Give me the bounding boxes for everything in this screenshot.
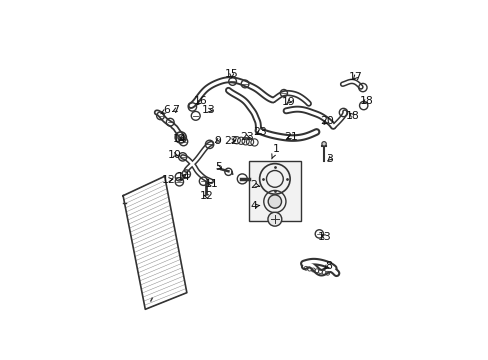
Text: 14: 14 xyxy=(176,172,190,182)
Text: 23: 23 xyxy=(240,132,254,142)
Text: 21: 21 xyxy=(284,132,297,142)
Circle shape xyxy=(267,195,281,208)
Text: 14: 14 xyxy=(173,134,186,144)
Text: 16: 16 xyxy=(193,96,206,107)
Text: 18: 18 xyxy=(345,111,359,121)
Circle shape xyxy=(321,141,325,146)
Text: 12: 12 xyxy=(200,191,213,201)
Text: 6: 6 xyxy=(161,105,170,115)
Text: 18: 18 xyxy=(359,96,373,106)
Text: 2: 2 xyxy=(249,180,259,190)
Text: 12: 12 xyxy=(162,175,175,185)
Text: 5: 5 xyxy=(215,162,222,172)
Text: 4: 4 xyxy=(249,201,259,211)
Text: 17: 17 xyxy=(348,72,362,82)
Text: 3: 3 xyxy=(325,154,332,164)
Circle shape xyxy=(267,212,281,226)
Text: 8: 8 xyxy=(324,261,331,270)
Text: 23: 23 xyxy=(253,127,266,137)
Text: 7: 7 xyxy=(171,105,178,115)
Text: 20: 20 xyxy=(319,116,333,126)
Text: 9: 9 xyxy=(214,136,221,146)
Text: 15: 15 xyxy=(224,69,238,79)
Bar xyxy=(249,161,300,221)
Text: 13: 13 xyxy=(317,232,331,242)
Text: 1: 1 xyxy=(271,144,279,159)
Text: 10: 10 xyxy=(167,150,181,159)
Text: 11: 11 xyxy=(204,179,218,189)
Text: 19: 19 xyxy=(282,97,295,107)
Text: 22: 22 xyxy=(224,136,238,146)
Text: 13: 13 xyxy=(202,105,216,115)
